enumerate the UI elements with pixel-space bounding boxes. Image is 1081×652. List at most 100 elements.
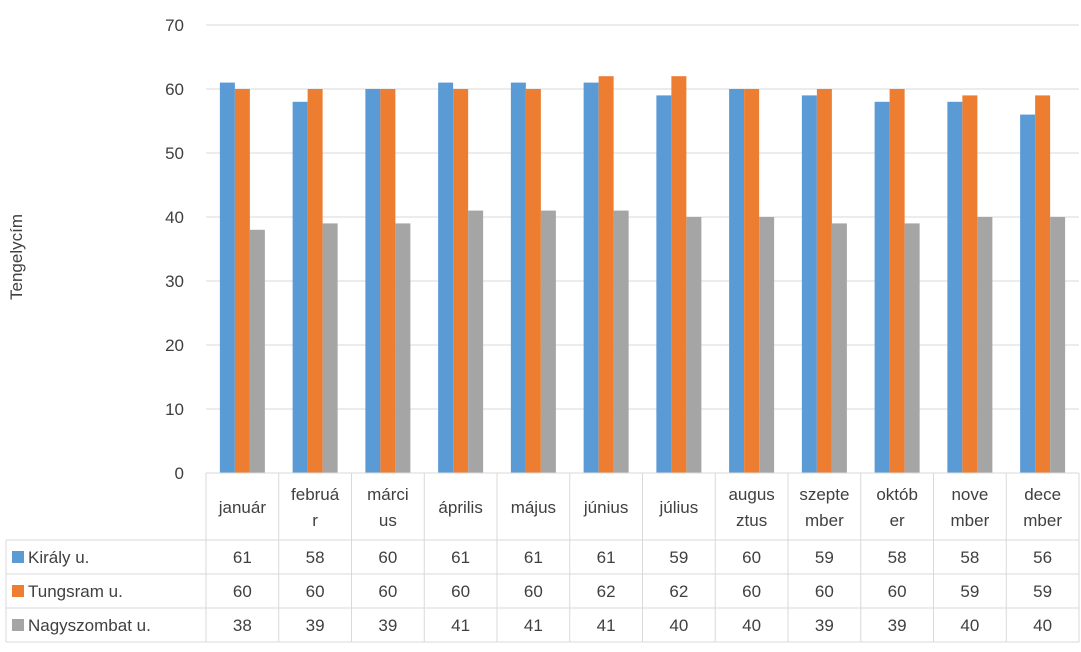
category-label: július — [659, 498, 699, 517]
data-label: 60 — [888, 582, 907, 601]
data-label: 60 — [742, 548, 761, 567]
data-label: 60 — [524, 582, 543, 601]
data-label: 60 — [378, 548, 397, 567]
bar — [380, 89, 396, 473]
data-table: január februá r márci us április május június jú… — [5, 472, 1080, 643]
category-label: márci us — [367, 485, 409, 530]
y-tick-label: 70 — [165, 16, 184, 35]
bar — [540, 210, 556, 473]
category-label-line: augus — [728, 485, 774, 504]
bar — [438, 82, 454, 473]
bar — [671, 76, 687, 473]
data-label: 39 — [306, 616, 325, 635]
bar — [468, 210, 484, 473]
category-label: nove mber — [951, 485, 990, 530]
bar — [977, 217, 993, 473]
data-label: 60 — [815, 582, 834, 601]
bar — [759, 217, 775, 473]
data-label: 38 — [233, 616, 252, 635]
data-label: 61 — [451, 548, 470, 567]
data-label: 60 — [233, 582, 252, 601]
data-label: 58 — [306, 548, 325, 567]
data-label: 41 — [524, 616, 543, 635]
category-label: április — [438, 498, 482, 517]
bar — [598, 76, 614, 473]
bar — [1050, 217, 1066, 473]
bar — [583, 82, 599, 473]
gridlines — [206, 24, 1079, 410]
data-label: 56 — [1033, 548, 1052, 567]
category-label-line: márci — [367, 485, 409, 504]
bar — [613, 210, 629, 473]
y-tick-label: 0 — [175, 464, 184, 483]
data-label: 59 — [1033, 582, 1052, 601]
bar — [744, 89, 760, 473]
bar — [686, 217, 702, 473]
category-label-line: us — [379, 511, 397, 530]
legend-entry: Nagyszombat u. — [28, 616, 151, 635]
y-tick-label: 40 — [165, 208, 184, 227]
bar — [365, 89, 381, 473]
bar — [889, 89, 905, 473]
bar — [234, 89, 250, 473]
y-axis-label: Tengelycím — [7, 214, 26, 300]
bar — [801, 95, 817, 474]
bar — [322, 223, 338, 473]
bar — [395, 223, 411, 473]
category-label-line: februá — [291, 485, 340, 504]
data-label: 62 — [669, 582, 688, 601]
bar — [525, 89, 541, 473]
data-label: 40 — [669, 616, 688, 635]
y-tick-label: 60 — [165, 80, 184, 99]
data-label: 59 — [960, 582, 979, 601]
bar — [656, 95, 672, 474]
data-label: 58 — [960, 548, 979, 567]
bars — [219, 76, 1066, 474]
bar — [1020, 114, 1036, 473]
category-label-line: dece — [1024, 485, 1061, 504]
y-tick-label: 50 — [165, 144, 184, 163]
bar — [816, 89, 832, 473]
data-label: 40 — [742, 616, 761, 635]
category-label: augus ztus — [728, 485, 774, 530]
category-label: január — [218, 498, 267, 517]
category-label: dece mber — [1023, 485, 1062, 530]
data-label: 61 — [597, 548, 616, 567]
category-label: februá r — [291, 485, 340, 530]
legend-key — [12, 619, 24, 631]
data-label: 40 — [960, 616, 979, 635]
bar — [307, 89, 323, 473]
bar — [249, 229, 265, 473]
bar — [831, 223, 847, 473]
data-label: 61 — [233, 548, 252, 567]
legend-entry: Király u. — [28, 548, 89, 567]
data-label: 61 — [524, 548, 543, 567]
data-label: 60 — [378, 582, 397, 601]
data-label: 59 — [815, 548, 834, 567]
category-label-line: mber — [951, 511, 990, 530]
legend-key — [12, 585, 24, 597]
y-tick-label: 10 — [165, 400, 184, 419]
data-label: 59 — [669, 548, 688, 567]
category-label-line: októb — [876, 485, 918, 504]
legend-key — [12, 551, 24, 563]
data-label: 39 — [888, 616, 907, 635]
category-label-line: nove — [951, 485, 988, 504]
bar — [947, 101, 963, 474]
category-label-line: szepte — [799, 485, 849, 504]
legend-entry: Tungsram u. — [28, 582, 123, 601]
category-label: szepte mber — [799, 485, 849, 530]
bar — [962, 95, 978, 474]
bar — [292, 101, 308, 474]
data-label: 39 — [815, 616, 834, 635]
category-label: októb er — [876, 485, 918, 530]
data-label: 40 — [1033, 616, 1052, 635]
y-tick-label: 20 — [165, 336, 184, 355]
y-axis-tick-labels: 0 10 20 30 40 50 60 70 — [165, 16, 184, 483]
bar — [729, 89, 745, 473]
data-label: 41 — [451, 616, 470, 635]
category-label-line: mber — [805, 511, 844, 530]
category-label-line: ztus — [736, 511, 767, 530]
